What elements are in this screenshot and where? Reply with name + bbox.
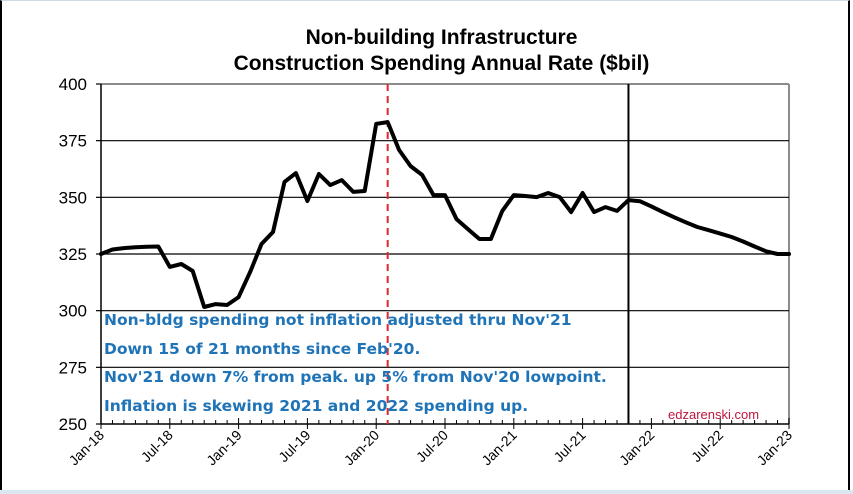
x-tick-label: Jan-22 bbox=[616, 427, 658, 469]
y-tick-label: 400 bbox=[59, 75, 87, 94]
annotation-line-4: Inflation is skewing 2021 and 2022 spend… bbox=[104, 397, 528, 415]
y-tick-label: 275 bbox=[59, 358, 87, 377]
x-tick-label: Jan-21 bbox=[478, 427, 520, 469]
x-tick-label: Jul-22 bbox=[688, 427, 726, 465]
series-lines bbox=[99, 120, 791, 309]
annotation-line-3: Nov'21 down 7% from peak. up 5% from Nov… bbox=[104, 368, 607, 386]
x-axis-ticks: Jan-18 Jul-18 Jan-19 Jul-19 Jan-20 Jul-20 Jan-… bbox=[66, 418, 796, 469]
x-tick-label: Jul-20 bbox=[413, 427, 451, 465]
y-tick-label: 375 bbox=[59, 132, 87, 151]
bottom-band bbox=[0, 490, 853, 494]
chart-subtitle: Construction Spending Annual Rate ($bil) bbox=[233, 52, 650, 75]
x-tick-label: Jan-19 bbox=[203, 427, 245, 469]
y-tick-label: 350 bbox=[59, 188, 87, 207]
credit-text: edzarenski.com bbox=[668, 407, 759, 422]
y-tick-label: 325 bbox=[59, 245, 87, 264]
annotation-block: Non-bldg spending not inflation adjusted… bbox=[104, 311, 607, 415]
y-tick-label: 250 bbox=[59, 415, 87, 434]
chart-title: Non-building Infrastructure bbox=[305, 26, 578, 49]
x-tick-label: Jul-19 bbox=[275, 427, 313, 465]
annotation-line-1: Non-bldg spending not inflation adjusted… bbox=[104, 311, 572, 329]
series-line bbox=[99, 120, 791, 309]
reference-lines bbox=[386, 84, 630, 424]
x-tick-label: Jul-21 bbox=[550, 427, 588, 465]
x-tick-label: Jan-20 bbox=[341, 427, 383, 469]
y-tick-label: 300 bbox=[59, 302, 87, 321]
annotation-line-2: Down 15 of 21 months since Feb'20. bbox=[104, 340, 420, 358]
x-tick-label: Jul-18 bbox=[138, 427, 176, 465]
y-axis-ticks: 250 275 300 325 350 375 400 bbox=[59, 75, 102, 434]
x-tick-label: Jan-23 bbox=[754, 427, 796, 469]
